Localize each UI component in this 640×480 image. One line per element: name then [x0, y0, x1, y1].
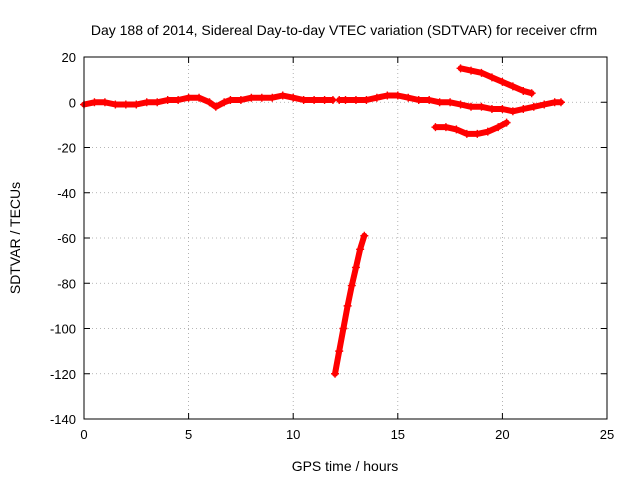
data-point	[347, 281, 356, 290]
data-point	[435, 98, 444, 107]
x-tick-labels: 0 5 10 15 20 25	[80, 427, 614, 442]
data-point	[339, 324, 348, 333]
x-tick-label: 10	[286, 427, 300, 442]
data-point	[360, 231, 369, 240]
data-point	[446, 98, 455, 107]
data-point	[257, 93, 266, 102]
x-axis-label: GPS time / hours	[292, 458, 399, 474]
series-2	[335, 91, 565, 116]
data-point	[226, 95, 235, 104]
data-point	[473, 129, 482, 138]
data-point	[383, 91, 392, 100]
data-point	[487, 105, 496, 114]
y-tick-label: -60	[57, 231, 76, 246]
data-point	[467, 66, 476, 75]
data-point	[372, 93, 381, 102]
data-point	[351, 95, 360, 104]
series-5	[431, 118, 511, 138]
data-point	[195, 93, 204, 102]
y-tick-label: 0	[69, 95, 76, 110]
data-point	[483, 127, 492, 136]
y-tick-label: -140	[50, 412, 76, 427]
plot-frame	[83, 56, 608, 420]
series-4	[456, 64, 536, 98]
data-point	[441, 123, 450, 132]
data-point	[356, 245, 365, 254]
data-point	[498, 105, 507, 114]
x-tick-label: 25	[600, 427, 614, 442]
y-tick-labels: -140 -120 -100 -80 -60 -40 -20 0 20	[50, 50, 76, 427]
data-point	[236, 95, 245, 104]
y-tick-label: -40	[57, 186, 76, 201]
data-point	[502, 118, 511, 127]
y-tick-label: -20	[57, 141, 76, 156]
data-point	[335, 347, 344, 356]
data-point	[320, 95, 329, 104]
data-point	[163, 95, 172, 104]
data-point	[351, 263, 360, 272]
data-point	[508, 82, 517, 91]
data-point	[556, 98, 565, 107]
data-point	[456, 64, 465, 73]
data-point	[268, 93, 277, 102]
data-point	[494, 123, 503, 132]
data-point	[498, 77, 507, 86]
data-point	[467, 102, 476, 111]
data-point	[289, 93, 298, 102]
data-point	[341, 95, 350, 104]
x-tick-label: 20	[495, 427, 509, 442]
data-point	[527, 89, 536, 98]
data-point	[404, 93, 413, 102]
data-point	[529, 102, 538, 111]
data-point	[452, 125, 461, 134]
data-point	[278, 91, 287, 100]
data-point	[211, 102, 220, 111]
y-tick-label: -120	[50, 367, 76, 382]
data-point	[477, 68, 486, 77]
data-point	[508, 107, 517, 116]
data-point	[519, 86, 528, 95]
data-point	[184, 93, 193, 102]
data-point	[477, 102, 486, 111]
data-point	[456, 100, 465, 109]
data-point	[487, 73, 496, 82]
y-tick-label: 20	[62, 50, 76, 65]
data-point	[331, 369, 340, 378]
data-point	[132, 100, 141, 109]
data-point	[205, 98, 214, 107]
y-tick-label: -80	[57, 276, 76, 291]
data-point	[393, 91, 402, 100]
data-point	[299, 95, 308, 104]
y-tick-label: -100	[50, 322, 76, 337]
chart-title: Day 188 of 2014, Sidereal Day-to-day VTE…	[91, 22, 597, 38]
series-3	[331, 231, 369, 378]
data-point	[220, 98, 229, 107]
data-point	[121, 100, 130, 109]
data-point	[90, 98, 99, 107]
data-point	[540, 100, 549, 109]
data-point	[310, 95, 319, 104]
data-point	[462, 129, 471, 138]
data-point	[431, 123, 440, 132]
data-point	[362, 95, 371, 104]
data-point	[142, 98, 151, 107]
x-tick-label: 5	[185, 427, 192, 442]
data-point	[174, 95, 183, 104]
data-point	[153, 98, 162, 107]
data-point	[111, 100, 120, 109]
data-point	[425, 95, 434, 104]
x-tick-label: 0	[80, 427, 87, 442]
data-point	[343, 301, 352, 310]
data-point	[100, 98, 109, 107]
data-point	[519, 105, 528, 114]
grid-lines	[84, 57, 607, 419]
data-point	[247, 93, 256, 102]
series-1	[80, 91, 337, 111]
x-tick-label: 15	[391, 427, 405, 442]
y-axis-label: SDTVAR / TECUs	[7, 182, 23, 294]
data-point	[414, 95, 423, 104]
data-series	[80, 64, 565, 378]
